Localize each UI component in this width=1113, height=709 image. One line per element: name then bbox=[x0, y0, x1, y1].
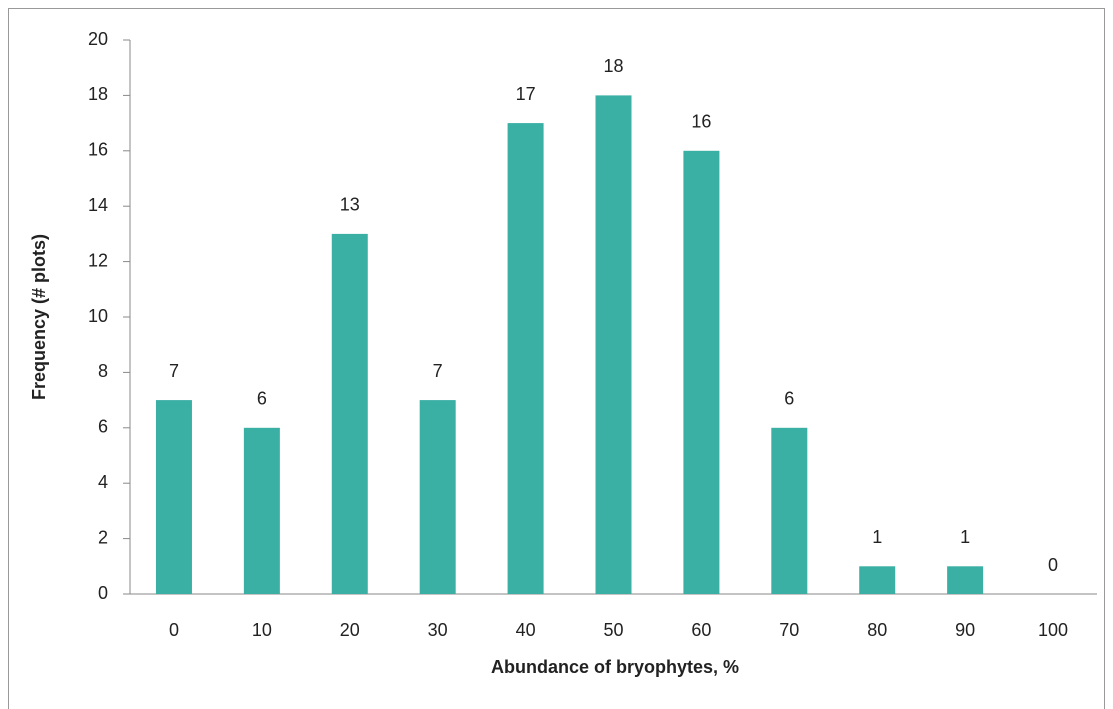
data-label: 13 bbox=[340, 195, 360, 215]
x-axis-title: Abundance of bryophytes, % bbox=[491, 657, 739, 677]
y-tick-label: 18 bbox=[88, 84, 108, 104]
x-tick-label: 0 bbox=[169, 620, 179, 640]
bar bbox=[243, 427, 280, 594]
bar bbox=[595, 95, 632, 595]
y-axis-title: Frequency (# plots) bbox=[29, 234, 49, 400]
y-tick-label: 2 bbox=[98, 527, 108, 547]
y-tick-label: 14 bbox=[88, 195, 108, 215]
data-label: 16 bbox=[691, 112, 711, 132]
data-label: 7 bbox=[433, 361, 443, 381]
x-tick-label: 60 bbox=[691, 620, 711, 640]
chart-frame bbox=[8, 8, 1105, 709]
data-label: 0 bbox=[1048, 555, 1058, 575]
x-tick-label: 40 bbox=[516, 620, 536, 640]
y-tick-label: 0 bbox=[98, 583, 108, 603]
data-label: 1 bbox=[960, 527, 970, 547]
x-tick-label: 50 bbox=[603, 620, 623, 640]
bar bbox=[683, 150, 720, 595]
data-label: 7 bbox=[169, 361, 179, 381]
data-label: 17 bbox=[516, 84, 536, 104]
y-tick-label: 12 bbox=[88, 250, 108, 270]
bar bbox=[507, 123, 544, 594]
y-tick-label: 16 bbox=[88, 140, 108, 160]
data-label: 18 bbox=[603, 56, 623, 76]
y-tick-label: 8 bbox=[98, 361, 108, 381]
bar bbox=[155, 400, 192, 594]
bar bbox=[419, 400, 456, 594]
x-tick-label: 70 bbox=[779, 620, 799, 640]
y-tick-label: 20 bbox=[88, 29, 108, 49]
x-tick-label: 90 bbox=[955, 620, 975, 640]
x-tick-label: 80 bbox=[867, 620, 887, 640]
data-label: 1 bbox=[872, 527, 882, 547]
bar bbox=[771, 427, 808, 594]
x-tick-label: 30 bbox=[428, 620, 448, 640]
y-tick-label: 6 bbox=[98, 417, 108, 437]
data-label: 6 bbox=[257, 389, 267, 409]
x-tick-label: 10 bbox=[252, 620, 272, 640]
y-tick-label: 4 bbox=[98, 472, 108, 492]
data-label: 6 bbox=[784, 389, 794, 409]
bar bbox=[859, 566, 896, 594]
bar bbox=[331, 233, 368, 594]
y-tick-label: 10 bbox=[88, 306, 108, 326]
bar bbox=[947, 566, 984, 594]
x-tick-label: 20 bbox=[340, 620, 360, 640]
x-tick-label: 100 bbox=[1038, 620, 1068, 640]
